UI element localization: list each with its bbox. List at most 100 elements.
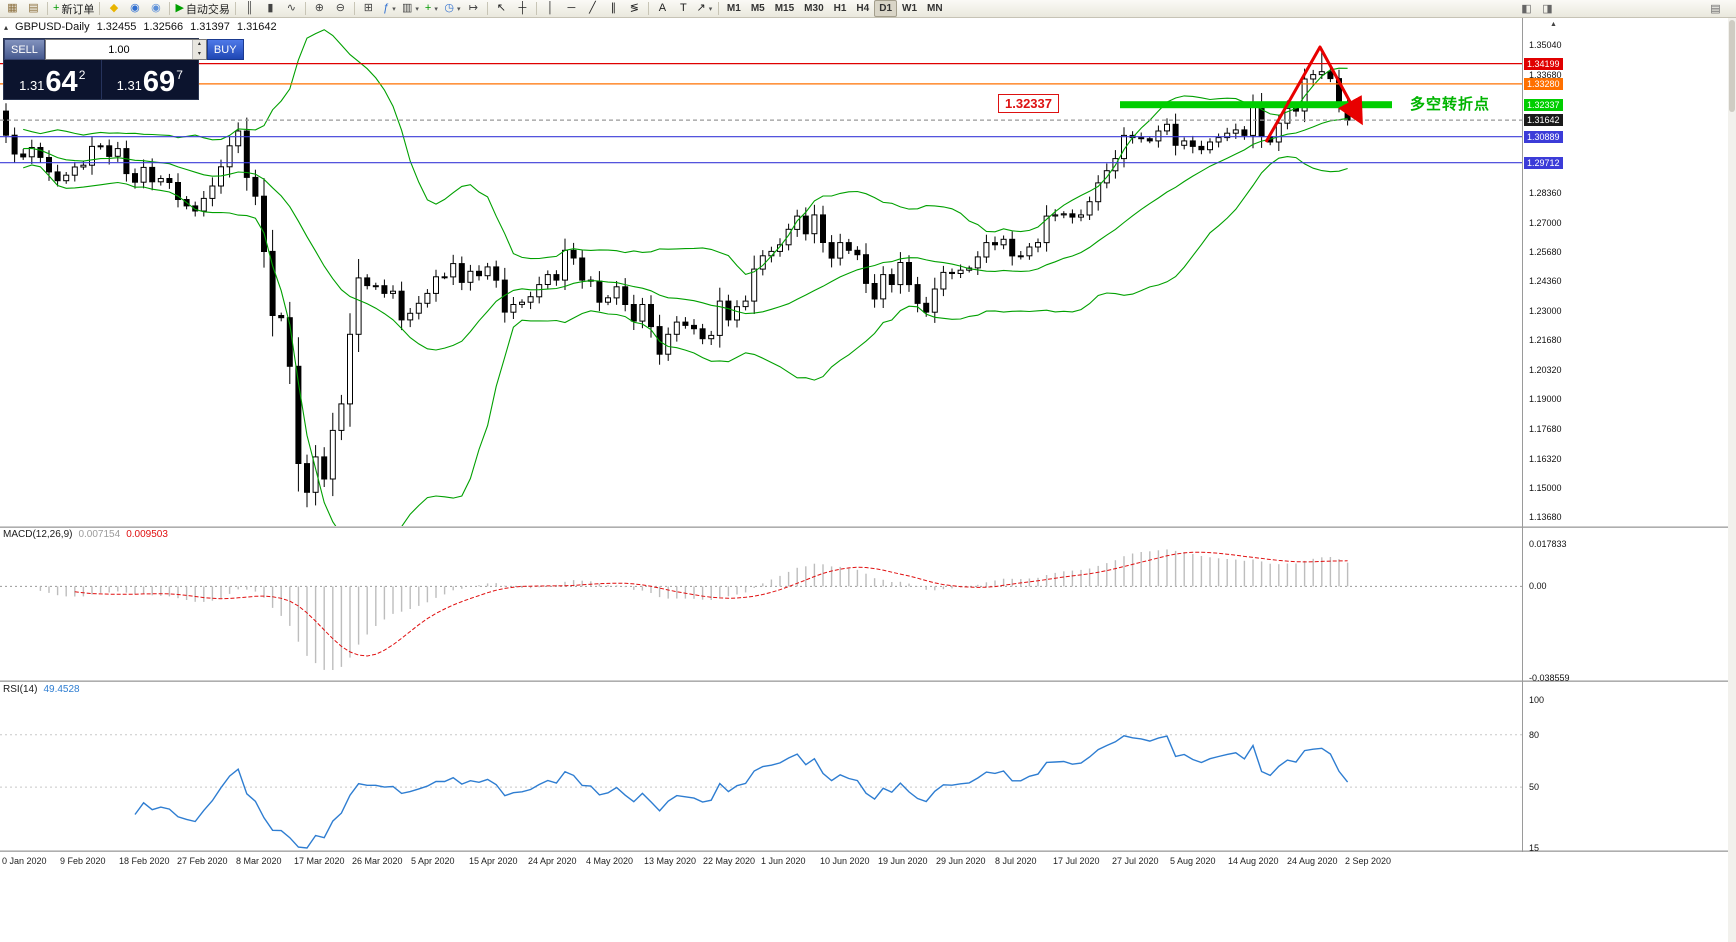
market-icon: ◉ xyxy=(130,2,140,14)
add-indicator-button[interactable]: + ▾ xyxy=(421,1,442,17)
toolbar-overflow-icon[interactable]: ▤ xyxy=(1705,1,1726,17)
timeframe-m1-button[interactable]: M1 xyxy=(726,3,741,14)
price-tick: 1.23000 xyxy=(1529,306,1562,316)
autotrading-button[interactable]: ▶ 自动交易 xyxy=(173,1,231,17)
crosshair-button[interactable]: ┼ xyxy=(512,1,533,17)
panel-splitter[interactable] xyxy=(0,526,1736,528)
zoom-in-icon: ⊕ xyxy=(314,2,325,14)
toolbar-separator xyxy=(486,2,488,15)
turning-point-label[interactable]: 多空转折点 xyxy=(1410,96,1491,113)
bollinger-lower-line[interactable] xyxy=(23,156,1348,526)
new-order-button[interactable]: + 新订单 xyxy=(51,1,96,17)
new-order-icon: + xyxy=(53,2,60,14)
channel-button[interactable]: ∥ xyxy=(603,1,624,17)
timeframe-h1-button[interactable]: H1 xyxy=(833,3,847,14)
macd-label: MACD(12,26,9) 0.007154 0.009503 xyxy=(3,529,168,540)
date-label: 17 Mar 2020 xyxy=(294,856,345,866)
candlestick-chart-icon: ▮ xyxy=(267,2,274,14)
ask-price[interactable]: 1.31 69 7 xyxy=(100,60,199,99)
chart-shift-button[interactable]: ↦ xyxy=(463,1,484,17)
buy-button[interactable]: BUY xyxy=(206,39,244,60)
autotrading-label: 自动交易 xyxy=(185,3,230,16)
date-label: 18 Feb 2020 xyxy=(119,856,170,866)
templates-button[interactable]: ▥ ▾ xyxy=(400,1,421,17)
support-resistance-band[interactable] xyxy=(1120,101,1392,109)
toolbar-separator xyxy=(304,2,306,15)
zigzag-annotation[interactable] xyxy=(1264,45,1363,143)
price-chart[interactable] xyxy=(0,18,1522,526)
panel-splitter[interactable] xyxy=(0,850,1736,852)
volume-field: ▴ ▾ xyxy=(44,39,207,60)
new-chart-button[interactable]: ▦ xyxy=(2,1,23,17)
rsi-line[interactable] xyxy=(134,735,1349,849)
price-badge-1.33280: 1.33280 xyxy=(1524,78,1563,90)
restore-window-icon[interactable]: ◨ xyxy=(1537,1,1558,17)
new-order-label: 新订单 xyxy=(61,3,95,16)
trendline-button[interactable]: ╱ xyxy=(582,1,603,17)
volume-increase-button[interactable]: ▴ xyxy=(192,40,206,50)
new-chart-icon: ▦ xyxy=(7,2,18,14)
zoom-out-button[interactable]: ⊖ xyxy=(330,1,351,17)
candlestick-chart-button[interactable]: ▮ xyxy=(260,1,281,17)
timeframe-mn-button[interactable]: MN xyxy=(927,3,943,14)
cursor-button[interactable]: ↖ xyxy=(491,1,512,17)
price-tick: 1.27000 xyxy=(1529,218,1562,228)
date-label: 22 May 2020 xyxy=(703,856,756,866)
timeframe-h4-button[interactable]: H4 xyxy=(856,3,870,14)
price-tick: 1.20320 xyxy=(1529,365,1562,375)
periods-button[interactable]: ◷ ▾ xyxy=(442,1,463,17)
price-axis: 1.35040 1.33680 1.28360 1.27000 1.25680 1.243… xyxy=(1523,0,1728,942)
volume-input[interactable] xyxy=(45,40,192,59)
bid-price[interactable]: 1.31 64 2 xyxy=(4,60,101,99)
price-tick: 1.24360 xyxy=(1529,276,1562,286)
rsi-panel[interactable] xyxy=(0,682,1522,850)
price-tick: 1.16320 xyxy=(1529,454,1562,464)
timeframe-m5-button[interactable]: M5 xyxy=(750,3,765,14)
scrollbar-thumb[interactable] xyxy=(1729,20,1735,112)
fibonacci-button[interactable]: ≶ xyxy=(624,1,645,17)
timeframe-m15-button[interactable]: M15 xyxy=(774,3,795,14)
text-label-icon: T xyxy=(680,2,687,14)
metaquotes-icon: ◆ xyxy=(109,2,119,14)
horizontal-line-button[interactable]: ─ xyxy=(561,1,582,17)
market-button[interactable]: ◉ xyxy=(124,1,145,17)
date-label: 1 Jun 2020 xyxy=(761,856,806,866)
timeframe-m30-button[interactable]: M30 xyxy=(804,3,824,14)
bollinger-middle-line[interactable] xyxy=(23,117,1348,351)
timeframe-d1-button[interactable]: D1 xyxy=(874,0,898,17)
scroll-to-end-icon[interactable]: ▲ xyxy=(1550,21,1557,28)
price-badge-1.34199: 1.34199 xyxy=(1524,58,1563,70)
volume-decrease-button[interactable]: ▾ xyxy=(192,49,206,59)
vertical-scrollbar[interactable] xyxy=(1728,18,1736,942)
macd-signal-line[interactable] xyxy=(74,551,1348,657)
bar-chart-button[interactable]: ║ xyxy=(239,1,260,17)
indicators-button[interactable]: ƒ ▾ xyxy=(379,1,400,17)
timeframe-w1-button[interactable]: W1 xyxy=(902,3,918,14)
periods-icon: ◷ xyxy=(444,2,454,14)
toolbar-separator xyxy=(717,2,719,15)
text-button[interactable]: A xyxy=(652,1,673,17)
trendline-icon: ╱ xyxy=(589,2,596,14)
price-level-label[interactable]: 1.32337 xyxy=(998,94,1059,113)
line-chart-button[interactable]: ∿ xyxy=(281,1,302,17)
macd-panel[interactable] xyxy=(0,528,1522,680)
time-axis[interactable]: 0 Jan 2020 9 Feb 2020 18 Feb 2020 27 Feb 20… xyxy=(0,852,1736,874)
bollinger-bands[interactable] xyxy=(23,29,1348,526)
zoom-in-button[interactable]: ⊕ xyxy=(309,1,330,17)
bollinger-upper-line[interactable] xyxy=(23,29,1348,276)
symbol-marker-icon: ▴ xyxy=(4,22,9,32)
macd-histogram[interactable] xyxy=(39,549,1349,670)
chart-profiles-button[interactable]: ▤ xyxy=(23,1,44,17)
community-button[interactable]: ◉ xyxy=(145,1,166,17)
toolbar-separator xyxy=(169,2,171,15)
text-label-button[interactable]: T xyxy=(673,1,694,17)
arrow-objects-button[interactable]: ↗ ▾ xyxy=(694,1,715,17)
community-icon: ◉ xyxy=(151,2,161,14)
vertical-line-button[interactable]: │ xyxy=(540,1,561,17)
panel-splitter[interactable] xyxy=(0,680,1736,682)
dock-window-icon[interactable]: ◧ xyxy=(1516,1,1537,17)
metaquotes-button[interactable]: ◆ xyxy=(103,1,124,17)
tile-windows-button[interactable]: ⊞ xyxy=(358,1,379,17)
sell-button[interactable]: SELL xyxy=(4,39,45,60)
